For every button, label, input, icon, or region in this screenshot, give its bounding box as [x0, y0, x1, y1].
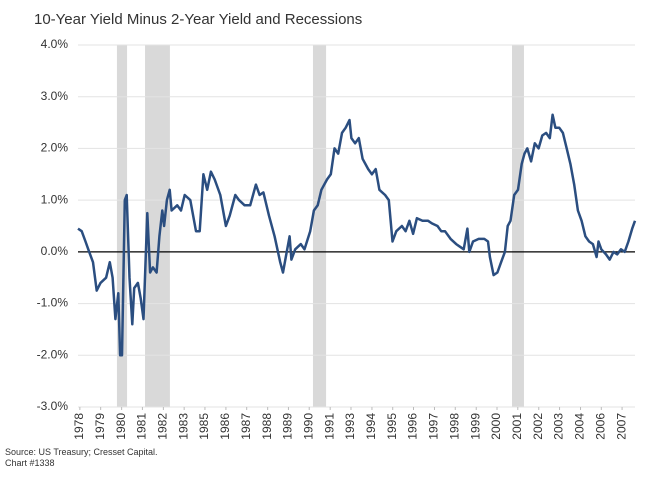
recession-band [145, 45, 170, 407]
x-tick-label: 1991 [322, 413, 336, 440]
x-tick-label: 1998 [447, 413, 461, 440]
recession-band [511, 45, 524, 407]
x-tick-label: 1980 [114, 413, 128, 440]
y-tick-label: -1.0% [37, 296, 69, 310]
y-tick-label: -3.0% [37, 399, 69, 413]
x-tick-label: 2006 [593, 413, 607, 440]
x-tick-label: 1983 [176, 413, 190, 440]
x-tick-label: 1990 [301, 413, 315, 440]
chart-title: 10-Year Yield Minus 2-Year Yield and Rec… [34, 11, 362, 28]
x-tick-label: 1999 [468, 413, 482, 440]
y-tick-label: 0.0% [41, 244, 69, 258]
x-tick-label: 2004 [573, 413, 587, 440]
x-tick-label: 1989 [281, 413, 295, 440]
x-tick-label: 1988 [260, 413, 274, 440]
source: Source: US Treasury; Cresset Capital. [5, 447, 158, 457]
x-tick-label: 1978 [72, 413, 86, 440]
x-tick-label: 1997 [427, 413, 441, 440]
x-tick-label: 1994 [364, 413, 378, 440]
x-tick-label: 2001 [510, 413, 524, 440]
x-tick-label: 2002 [531, 413, 545, 440]
series-line [77, 113, 637, 357]
x-tick-label: 1986 [218, 413, 232, 440]
x-tick-label: 1982 [156, 413, 170, 440]
x-tick-label: 1979 [93, 413, 107, 440]
y-tick-label: 3.0% [41, 89, 69, 103]
x-tick-label: 1981 [135, 413, 149, 440]
recession-band [116, 45, 128, 407]
x-tick-label: 1993 [343, 413, 357, 440]
x-tick-label: 2003 [552, 413, 566, 440]
recession-band [312, 45, 327, 407]
y-tick-label: 1.0% [41, 192, 69, 206]
y-tick-label: 2.0% [41, 141, 69, 155]
x-tick-label: 2007 [614, 413, 628, 440]
y-tick-label: 4.0% [41, 37, 69, 51]
x-tick-label: 1987 [239, 413, 253, 440]
x-tick-label: 1985 [197, 413, 211, 440]
y-tick-label: -2.0% [37, 347, 69, 361]
x-tick-label: 1995 [385, 413, 399, 440]
chart-note: Chart #1338 [5, 458, 55, 468]
x-tick-label: 2000 [489, 413, 503, 440]
x-tick-label: 1996 [406, 413, 420, 440]
